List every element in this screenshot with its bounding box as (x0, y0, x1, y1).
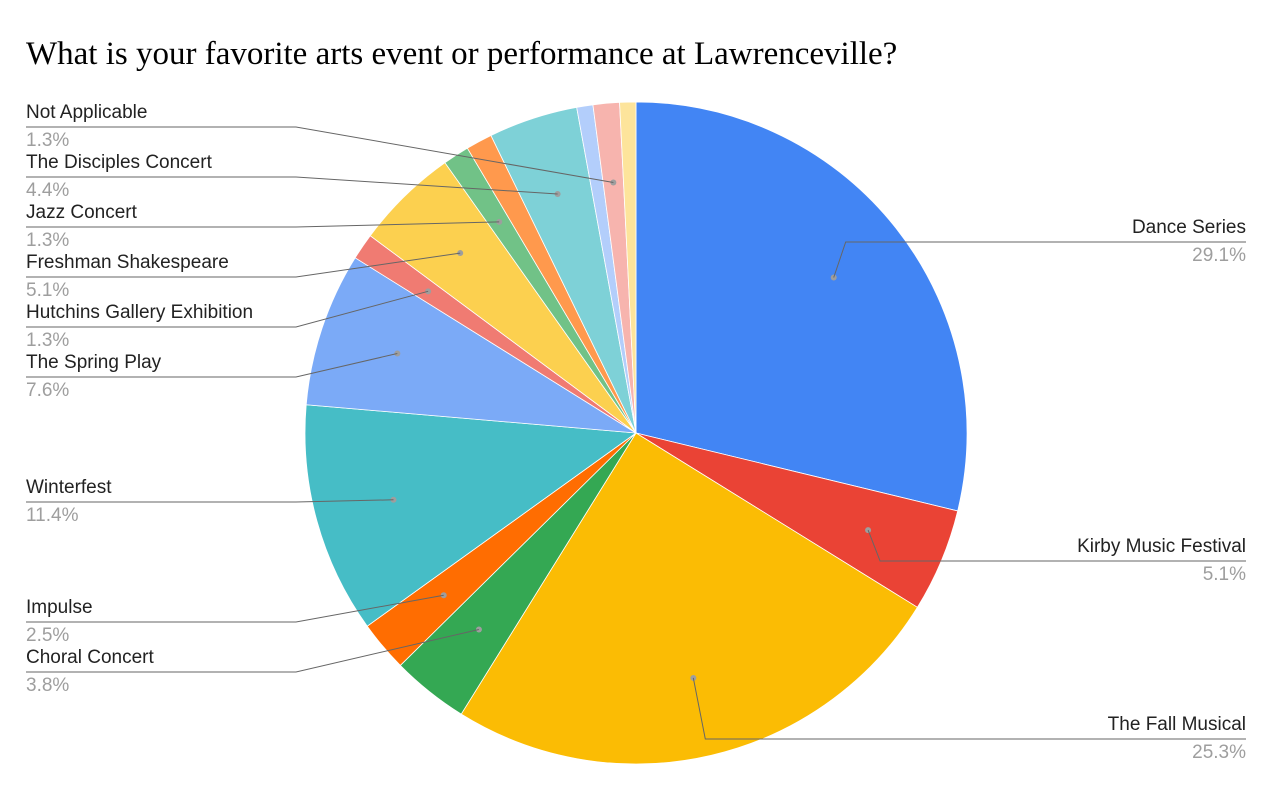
callout-line (26, 629, 480, 673)
callout-line (833, 241, 1246, 278)
callout-dot (394, 350, 401, 357)
callout-line (26, 594, 444, 623)
slice-percent-impulse: 2.5% (26, 625, 69, 646)
callout-dot (496, 218, 503, 225)
pie-slice-dance-series (635, 101, 968, 512)
callout-line (26, 353, 398, 378)
slice-percent-kirby-music-festival: 5.1% (1203, 564, 1246, 585)
slice-label-dance-series: Dance Series (1132, 217, 1246, 238)
slice-percent-the-spring-play: 7.6% (26, 380, 69, 401)
callout-line (692, 677, 1246, 740)
callout-line (26, 221, 500, 228)
callout-dot (440, 592, 447, 599)
slice-percent-jazz-concert: 1.3% (26, 230, 69, 251)
slice-percent-not-applicable: 1.3% (26, 130, 69, 151)
slice-label-freshman-shakespeare: Freshman Shakespeare (26, 252, 229, 273)
slice-percent-dance-series: 29.1% (1192, 245, 1246, 266)
slice-label-choral-concert: Choral Concert (26, 647, 154, 668)
slice-label-not-applicable: Not Applicable (26, 102, 147, 123)
slice-percent-freshman-shakespeare: 5.1% (26, 280, 69, 301)
slice-percent-choral-concert: 3.8% (26, 675, 69, 696)
slice-percent-the-disciples-concert: 4.4% (26, 180, 69, 201)
callout-dot (865, 527, 872, 534)
slice-percent-the-fall-musical: 25.3% (1192, 742, 1246, 763)
slice-label-impulse: Impulse (26, 597, 93, 618)
callout-line (26, 126, 614, 183)
slice-percent-hutchins-gallery-exhibition: 1.3% (26, 330, 69, 351)
slice-percent-winterfest: 11.4% (26, 505, 79, 526)
pie-slice-unlabeled-14 (619, 101, 637, 434)
pie-slice-the-fall-musical (460, 432, 918, 765)
callout-line (26, 176, 558, 195)
slice-label-hutchins-gallery-exhibition: Hutchins Gallery Exhibition (26, 302, 253, 323)
slice-label-jazz-concert: Jazz Concert (26, 202, 138, 223)
callout-line (867, 529, 1246, 562)
callout-line (26, 499, 394, 503)
chart-title: What is your favorite arts event or perf… (26, 36, 898, 72)
pie-slice-winterfest (304, 404, 638, 627)
slice-label-kirby-music-festival: Kirby Music Festival (1077, 536, 1246, 557)
callout-dot (457, 250, 464, 257)
callout-dot (475, 626, 482, 633)
callout-line (26, 290, 429, 328)
callout-dot (425, 288, 432, 295)
slice-label-the-fall-musical: The Fall Musical (1108, 714, 1246, 735)
slice-label-the-disciples-concert: The Disciples Concert (26, 152, 213, 173)
slice-label-the-spring-play: The Spring Play (26, 352, 162, 373)
callout-line (26, 252, 461, 278)
slice-label-winterfest: Winterfest (26, 477, 112, 498)
